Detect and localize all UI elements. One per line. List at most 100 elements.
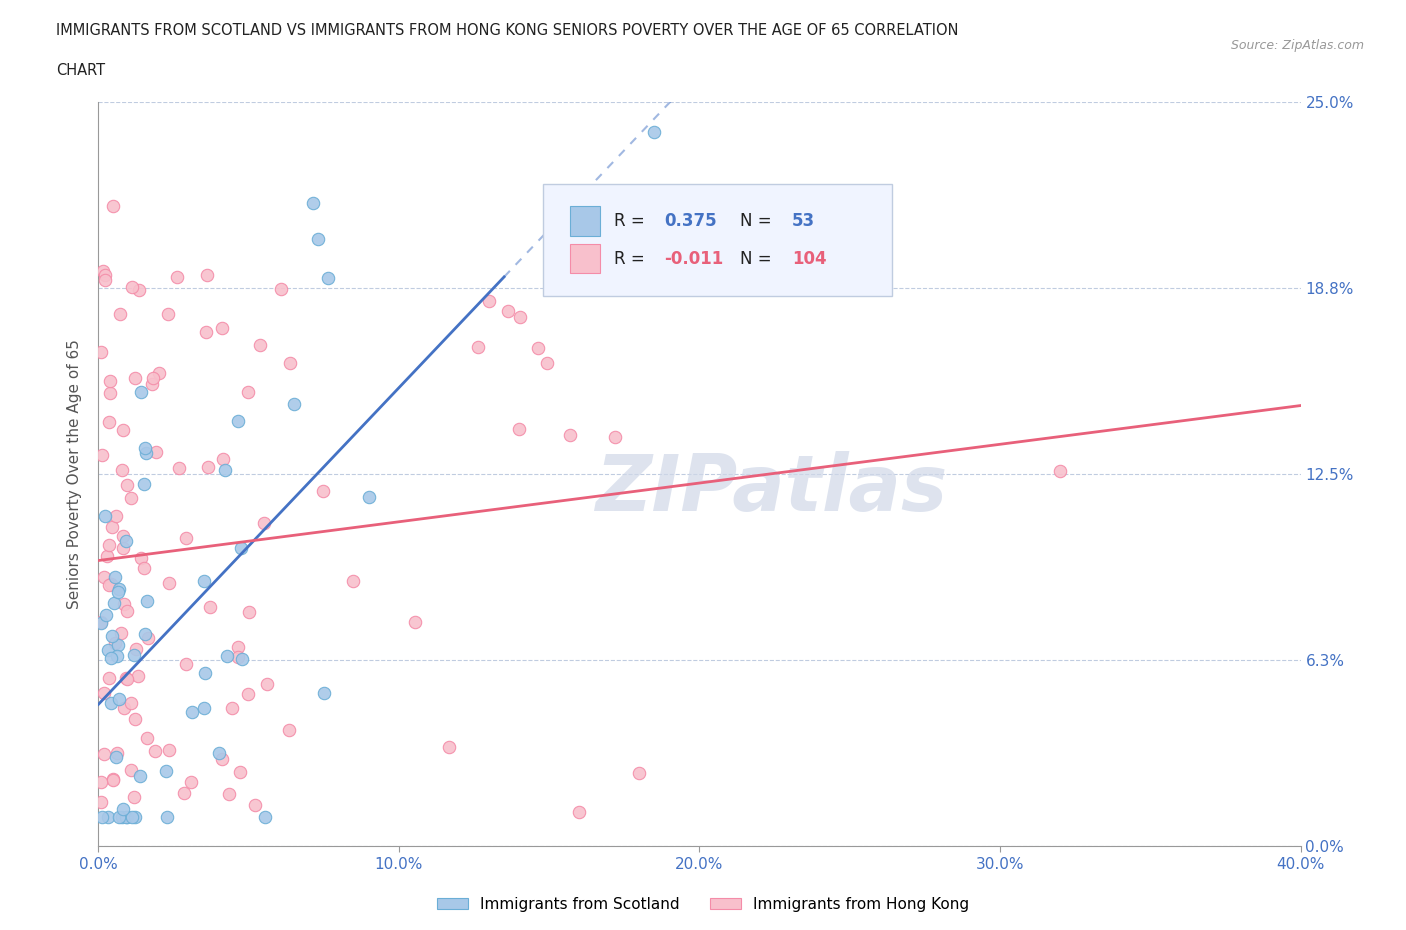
Point xyxy=(226,650,249,665)
Point xyxy=(156,809,179,824)
Point xyxy=(236,686,259,701)
Point xyxy=(131,385,153,400)
Point xyxy=(111,802,134,817)
Text: 53: 53 xyxy=(792,212,815,231)
Point xyxy=(245,798,267,813)
Point xyxy=(111,540,134,555)
Point xyxy=(212,452,235,467)
Point xyxy=(526,340,548,355)
Point xyxy=(104,569,127,584)
Point xyxy=(124,711,146,726)
Point xyxy=(121,280,143,295)
Point xyxy=(132,561,155,576)
Point xyxy=(124,809,146,824)
Point xyxy=(404,615,426,630)
Point xyxy=(135,593,157,608)
Point xyxy=(101,771,124,786)
Point xyxy=(145,445,167,459)
Point xyxy=(174,657,197,671)
Point xyxy=(111,423,134,438)
Point xyxy=(166,270,188,285)
Point xyxy=(270,282,292,297)
Point xyxy=(215,648,238,663)
Text: N =: N = xyxy=(741,249,778,268)
Point xyxy=(90,616,112,631)
Point xyxy=(100,520,122,535)
Point xyxy=(93,746,115,761)
Point xyxy=(278,723,301,737)
Point xyxy=(134,445,156,460)
Point xyxy=(467,339,489,354)
Point xyxy=(114,809,136,824)
Point xyxy=(211,751,233,766)
Point xyxy=(110,626,132,641)
Point xyxy=(103,595,125,610)
Point xyxy=(496,304,519,319)
Point xyxy=(280,356,302,371)
Text: R =: R = xyxy=(614,249,650,268)
Point xyxy=(108,809,131,824)
Point xyxy=(238,605,260,620)
Point xyxy=(221,700,243,715)
Text: IMMIGRANTS FROM SCOTLAND VS IMMIGRANTS FROM HONG KONG SENIORS POVERTY OVER THE A: IMMIGRANTS FROM SCOTLAND VS IMMIGRANTS F… xyxy=(56,23,959,38)
Point xyxy=(127,669,149,684)
Point xyxy=(128,283,150,298)
Point xyxy=(643,125,665,140)
Point xyxy=(115,478,138,493)
Point xyxy=(193,700,215,715)
Point xyxy=(97,809,120,824)
Point xyxy=(198,600,221,615)
Point xyxy=(90,774,112,789)
Text: 104: 104 xyxy=(792,249,827,268)
Point xyxy=(97,671,120,685)
FancyBboxPatch shape xyxy=(543,184,891,296)
Point xyxy=(124,647,146,662)
Point xyxy=(214,462,236,477)
Point xyxy=(256,677,278,692)
Text: R =: R = xyxy=(614,212,650,231)
Point xyxy=(122,790,145,804)
Point xyxy=(97,643,120,658)
Point xyxy=(90,614,112,629)
Point xyxy=(229,540,252,555)
Point xyxy=(218,787,240,802)
Point xyxy=(104,636,127,651)
Point xyxy=(357,490,380,505)
Point xyxy=(129,551,152,565)
Y-axis label: Seniors Poverty Over the Age of 65: Seniors Poverty Over the Age of 65 xyxy=(67,339,83,609)
Point xyxy=(110,307,132,322)
Point xyxy=(98,385,121,400)
Point xyxy=(129,769,152,784)
Text: CHART: CHART xyxy=(56,63,105,78)
Point xyxy=(134,441,156,456)
Point xyxy=(155,764,177,778)
Point xyxy=(558,428,581,443)
Point xyxy=(94,268,117,283)
Point xyxy=(193,574,215,589)
Point xyxy=(603,430,626,445)
Point xyxy=(311,484,333,498)
Point xyxy=(117,671,139,686)
Point xyxy=(112,700,135,715)
Point xyxy=(115,604,138,618)
Point xyxy=(120,491,142,506)
Point xyxy=(142,371,165,386)
Point xyxy=(208,745,231,760)
Point xyxy=(197,460,219,475)
Legend: Immigrants from Scotland, Immigrants from Hong Kong: Immigrants from Scotland, Immigrants fro… xyxy=(432,891,974,918)
Point xyxy=(143,744,166,759)
Point xyxy=(134,476,156,491)
Point xyxy=(157,576,180,591)
Point xyxy=(226,640,249,655)
Point xyxy=(98,578,121,592)
Point xyxy=(90,809,112,824)
Point xyxy=(114,534,136,549)
Text: Source: ZipAtlas.com: Source: ZipAtlas.com xyxy=(1230,39,1364,52)
Point xyxy=(211,321,233,336)
Point xyxy=(105,746,128,761)
Point xyxy=(97,414,120,429)
Point xyxy=(628,765,651,780)
Point xyxy=(312,685,335,700)
Bar xyxy=(569,206,600,236)
Point xyxy=(249,338,271,352)
